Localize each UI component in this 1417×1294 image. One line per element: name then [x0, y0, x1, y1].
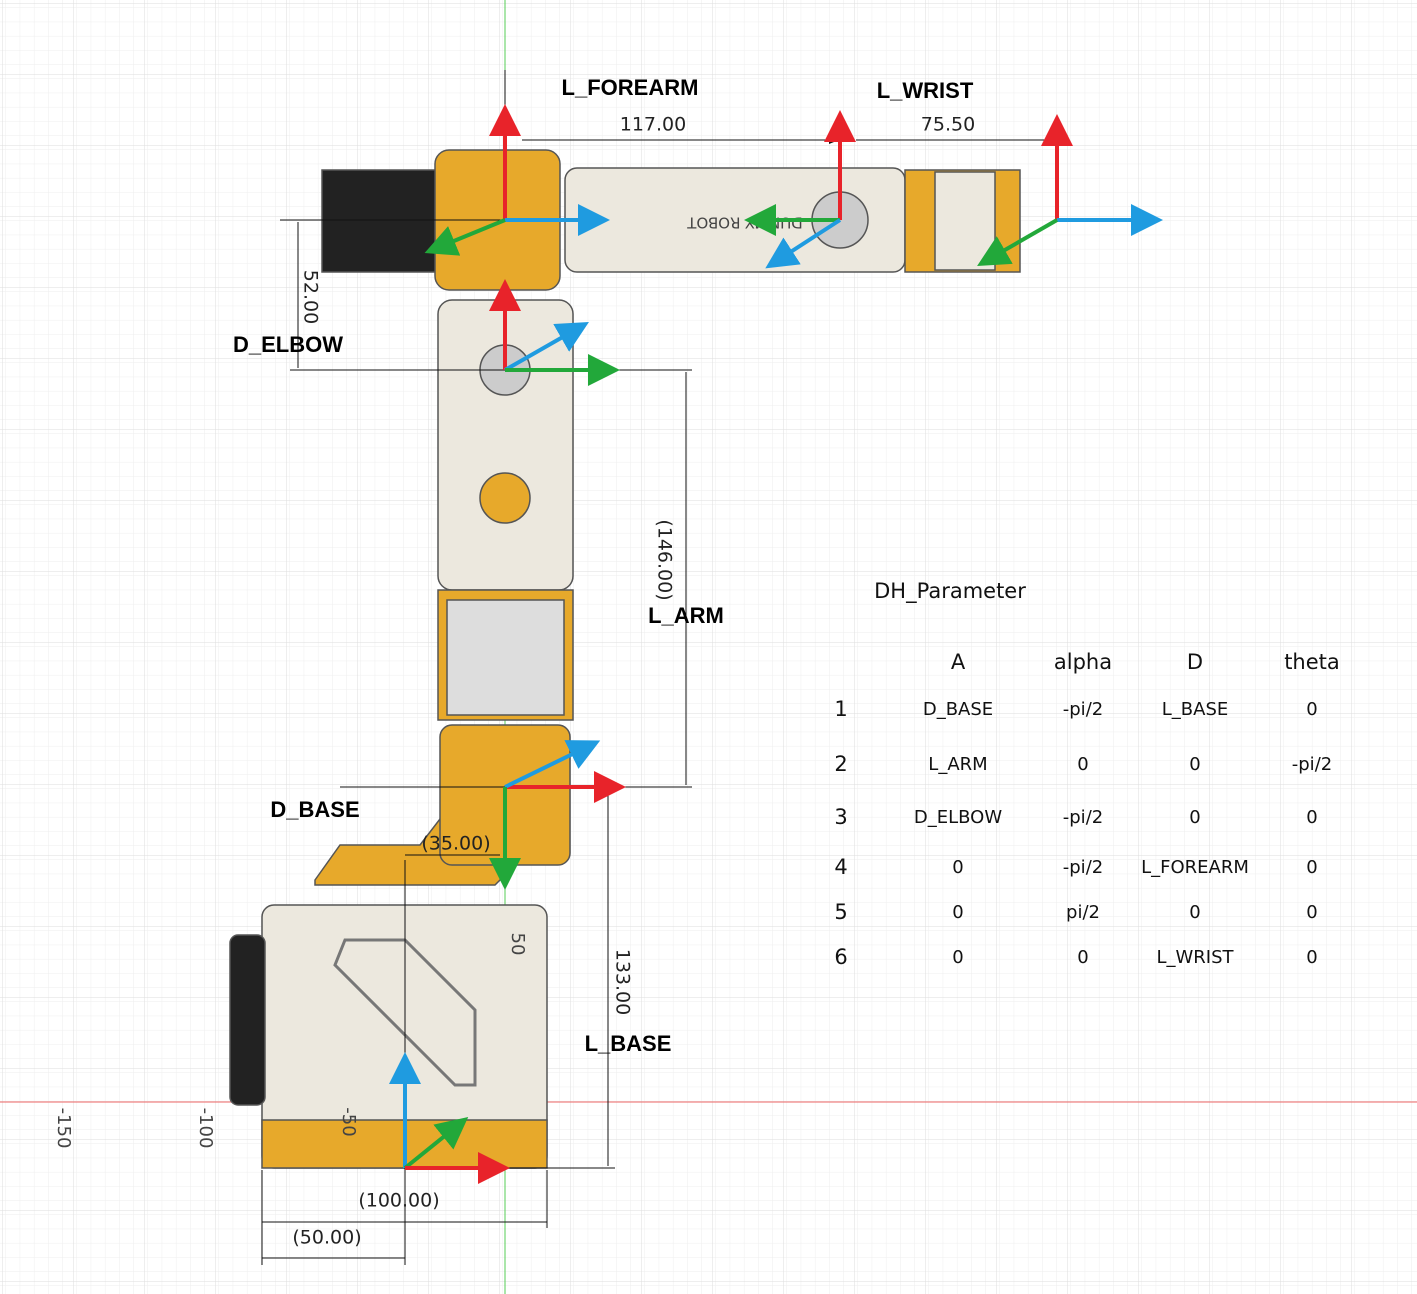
row-index: 5: [834, 900, 847, 924]
frame-axis: [424, 218, 506, 256]
table-cell: 0: [952, 902, 963, 923]
label: D_BASE: [270, 797, 359, 822]
row-index: 6: [834, 945, 847, 969]
frame-axis: [765, 218, 842, 269]
axis-label: -150: [53, 1108, 74, 1149]
dimension: (146.00): [654, 519, 676, 600]
table-cell: L_BASE: [1162, 699, 1229, 720]
row-index: 4: [834, 855, 847, 879]
dimension: 117.00: [620, 114, 686, 136]
table-header: alpha: [1054, 650, 1112, 674]
dimension: 75.50: [921, 114, 975, 136]
table-header: D: [1187, 650, 1203, 674]
table-cell: -pi/2: [1063, 807, 1103, 828]
table-cell: L_FOREARM: [1141, 857, 1249, 878]
part-text: DUMMY ROBOT: [686, 214, 802, 232]
table-cell: pi/2: [1066, 902, 1100, 923]
table-cell: D_BASE: [923, 699, 993, 720]
frame-axis: [504, 322, 589, 372]
table-cell: L_ARM: [928, 754, 987, 775]
table-cell: 0: [1189, 902, 1200, 923]
table-cell: 0: [952, 947, 963, 968]
table-cell: 0: [1306, 807, 1317, 828]
axis-label: 50: [507, 933, 528, 956]
axis-label: -50: [338, 1107, 359, 1136]
label: L_WRIST: [877, 78, 974, 103]
table-cell: -pi/2: [1063, 857, 1103, 878]
table-cell: L_WRIST: [1156, 947, 1234, 968]
label: L_FOREARM: [562, 75, 699, 100]
table-cell: D_ELBOW: [914, 807, 1002, 828]
axis-label: -100: [195, 1108, 216, 1149]
label: D_ELBOW: [233, 332, 343, 357]
table-cell: 0: [1306, 947, 1317, 968]
dimension: 133.00: [612, 949, 634, 1015]
frames: [389, 104, 1163, 1184]
table-cell: 0: [952, 857, 963, 878]
label: L_ARM: [648, 603, 724, 628]
table-cell: -pi/2: [1063, 699, 1103, 720]
table-cell: 0: [1306, 902, 1317, 923]
table-cell: 0: [1306, 857, 1317, 878]
table-cell: 0: [1189, 807, 1200, 828]
dimension: (35.00): [421, 833, 490, 855]
dimension: (100.00): [358, 1190, 439, 1212]
row-index: 2: [834, 752, 847, 776]
table-cell: 0: [1306, 699, 1317, 720]
table-cell: 0: [1077, 947, 1088, 968]
frame-axis: [403, 1116, 469, 1170]
label: L_BASE: [585, 1031, 672, 1056]
frame-axis: [977, 218, 1058, 266]
frame-axis: [504, 740, 601, 789]
dimension: 52.00: [300, 270, 322, 324]
table-cell: 0: [1189, 754, 1200, 775]
row-index: 3: [834, 805, 847, 829]
table-title: DH_Parameter: [874, 579, 1026, 604]
dimension: (50.00): [292, 1227, 361, 1249]
row-index: 1: [834, 697, 847, 721]
table-header: A: [951, 650, 966, 674]
table-cell: 0: [1077, 754, 1088, 775]
table-header: theta: [1284, 650, 1340, 674]
table-cell: -pi/2: [1292, 754, 1332, 775]
